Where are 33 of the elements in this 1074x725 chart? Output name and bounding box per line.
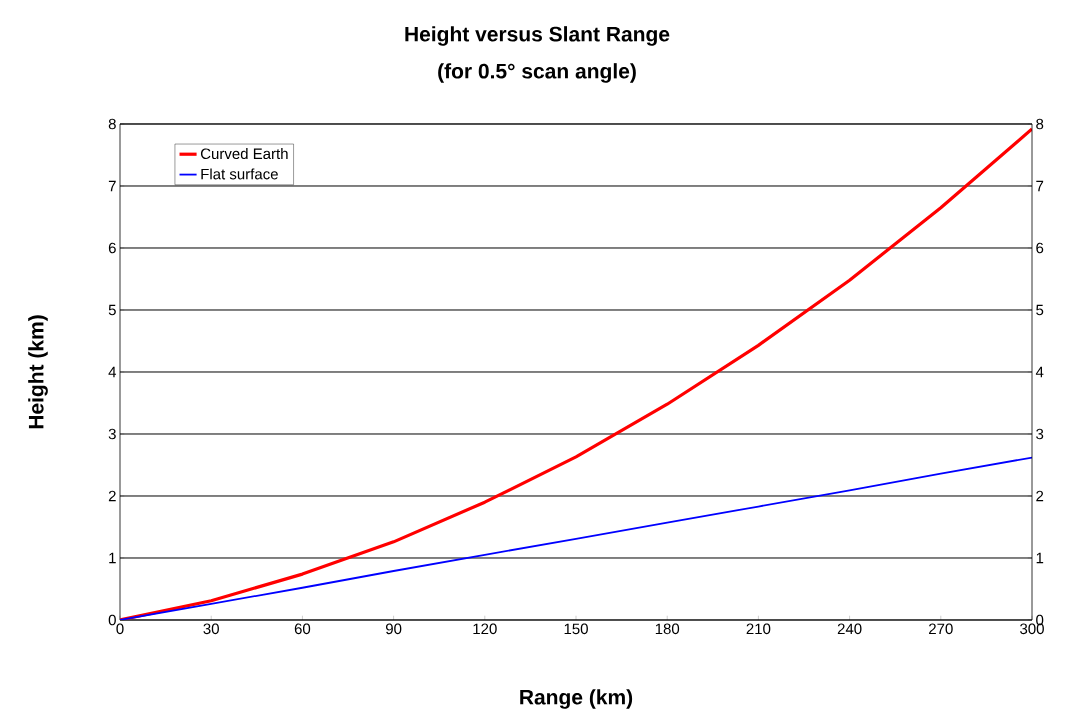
y2-tick-label: 6 [1036,242,1044,254]
legend-label: Curved Earth [200,148,288,160]
x-tick-label: 180 [655,623,680,635]
x-tick-label: 60 [294,623,311,635]
y-tick-label: 6 [108,242,116,254]
y-tick-label: 2 [108,490,116,502]
chart-subtitle: (for 0.5° scan angle) [438,63,636,83]
y-tick-label: 3 [108,428,116,440]
line-series [120,127,1032,620]
x-tick-label: 90 [385,623,402,635]
y2-tick-label: 7 [1036,180,1044,192]
y2-tick-label: 3 [1036,428,1044,440]
y2-tick-label: 4 [1035,366,1044,378]
x-tick-label: 270 [929,623,953,635]
y-tick-label: 8 [108,118,116,130]
y-axis-title: Height (km) [28,315,48,429]
y-tick-label: 1 [109,552,116,564]
x-tick-label: 240 [837,623,862,635]
y-tick-label: 0 [108,614,116,626]
chart-title: Height versus Slant Range [405,26,670,46]
y2-tick-label: 2 [1036,490,1044,502]
y2-tick-label: 8 [1036,118,1044,130]
x-axis-title: Range (km) [520,689,633,709]
y-tick-label: 7 [108,180,116,192]
y2-tick-label: 5 [1036,304,1044,316]
x-tick-label: 30 [203,623,219,635]
legend-label: Flat surface [201,168,278,180]
x-tick-label: 210 [746,623,771,635]
y-tick-label: 4 [108,366,117,378]
x-tick-label: 120 [473,623,497,635]
y2-tick-label: 1 [1036,552,1044,564]
y-tick-label: 5 [108,304,116,316]
x-tick-label: 150 [564,623,588,635]
